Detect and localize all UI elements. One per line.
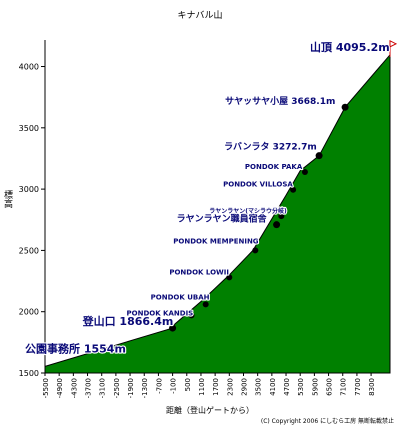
y-tick-label: 2500 bbox=[19, 246, 39, 255]
x-tick-label: -700 bbox=[155, 378, 163, 394]
x-axis-label: 距離（登山ゲートから） bbox=[166, 406, 254, 415]
waypoint-label: 公園事務所 1554m bbox=[25, 341, 126, 355]
x-tick-label: 1100 bbox=[198, 378, 206, 396]
x-tick-label: 1700 bbox=[212, 378, 220, 396]
x-tick-label: -3100 bbox=[99, 378, 107, 398]
waypoint-label: PONDOK UBAH bbox=[151, 293, 210, 301]
x-tick-label: -3700 bbox=[85, 378, 93, 398]
x-tick-label: 5300 bbox=[297, 378, 305, 396]
x-tick-label: 8300 bbox=[368, 378, 376, 396]
waypoint-marker bbox=[341, 103, 349, 111]
y-tick-label: 3000 bbox=[19, 185, 39, 194]
waypoint-marker bbox=[315, 152, 323, 160]
x-tick-label: 7700 bbox=[354, 378, 362, 396]
waypoint-label: PONDOK VILLOSA bbox=[223, 181, 293, 189]
waypoint-label: 山頂 4095.2m bbox=[310, 40, 390, 54]
y-tick-label: 1500 bbox=[19, 369, 39, 378]
waypoint-label: 登山口 1866.4m bbox=[82, 314, 174, 328]
waypoint-label: ラバンラタ 3272.7m bbox=[224, 141, 317, 153]
waypoint-marker bbox=[226, 274, 233, 281]
waypoint-marker bbox=[278, 213, 285, 220]
x-tick-label: 4700 bbox=[283, 378, 291, 396]
x-tick-label: 5900 bbox=[311, 378, 319, 396]
x-tick-label: -4900 bbox=[56, 378, 64, 398]
x-tick-label: -5500 bbox=[42, 378, 50, 398]
waypoint-marker bbox=[169, 324, 177, 332]
chart-title: キナバル山 bbox=[177, 11, 223, 21]
x-tick-label: -4300 bbox=[70, 378, 78, 398]
waypoint-label: PONDOK KANDIS bbox=[127, 309, 194, 317]
waypoint-label: サヤッサヤ小屋 3668.1m bbox=[225, 95, 335, 107]
x-tick-label: -100 bbox=[170, 378, 178, 394]
y-axis-label: 標高 bbox=[2, 190, 12, 208]
y-tick-label: 2000 bbox=[19, 308, 39, 317]
waypoint-marker bbox=[301, 168, 308, 175]
waypoint-marker bbox=[252, 247, 259, 254]
waypoint-label: ラヤンラヤン(マシラウ分岐) bbox=[209, 207, 287, 215]
x-tick-label: 4100 bbox=[269, 378, 277, 396]
x-tick-label: 500 bbox=[184, 378, 192, 391]
waypoint-marker bbox=[202, 301, 209, 308]
y-tick-label: 4000 bbox=[19, 63, 39, 72]
waypoint-label: PONDOK PAKA bbox=[245, 163, 303, 171]
waypoint-marker bbox=[188, 312, 195, 319]
waypoint-label: PONDOK MEMPENING bbox=[173, 237, 259, 245]
x-tick-label: 7100 bbox=[340, 378, 348, 396]
summit-flag-icon bbox=[389, 40, 398, 48]
x-tick-label: 6500 bbox=[326, 378, 334, 396]
waypoint-label: ラヤンラヤン職員宿舎 bbox=[177, 213, 268, 225]
x-tick-label: -2500 bbox=[113, 378, 121, 398]
waypoint-label: PONDOK LOWII bbox=[169, 268, 229, 276]
copyright-notice: (C) Copyright 2006 にしむら工房 無断転載禁止 bbox=[260, 418, 394, 425]
y-tick-label: 3500 bbox=[19, 124, 39, 133]
x-tick-label: -1300 bbox=[141, 378, 149, 398]
waypoint-marker bbox=[290, 186, 297, 193]
x-tick-label: 3500 bbox=[255, 378, 263, 396]
x-tick-label: -1900 bbox=[127, 378, 135, 398]
waypoint-marker bbox=[273, 221, 281, 229]
x-tick-label: 2300 bbox=[226, 378, 234, 396]
x-tick-label: 2900 bbox=[240, 378, 248, 396]
